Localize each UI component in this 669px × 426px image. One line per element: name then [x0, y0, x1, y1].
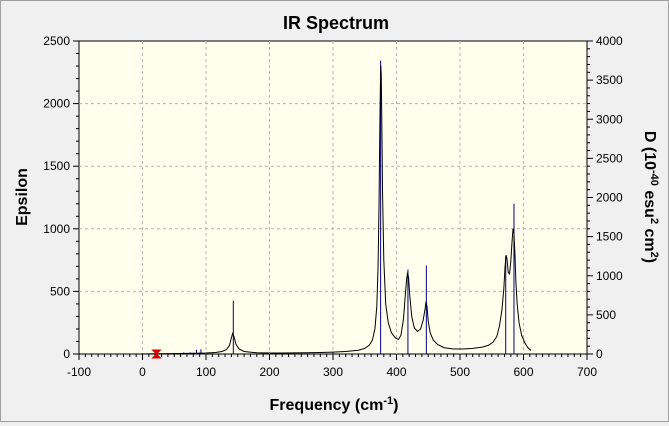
- y-right-tick-label: 500: [596, 308, 616, 322]
- x-tick-label: 400: [386, 365, 406, 379]
- y-axis-right-label: D (10-40 esu2 cm2): [641, 131, 660, 263]
- y-axis-left-label: Epsilon: [14, 168, 31, 226]
- x-tick-label: 300: [323, 365, 343, 379]
- chart-title: IR Spectrum: [283, 13, 389, 33]
- y-right-tick-label: 0: [596, 347, 603, 361]
- y-right-tick-label: 1500: [596, 230, 623, 244]
- y-right-tick-label: 2500: [596, 151, 623, 165]
- x-axis-label: Frequency (cm-1): [270, 395, 399, 414]
- x-tick-label: 500: [450, 365, 470, 379]
- y-axis-right-label-sup: -40: [648, 170, 660, 186]
- y-left-tick-label: 2000: [43, 97, 70, 111]
- y-right-tick-label: 3000: [596, 112, 623, 126]
- x-tick-label: -100: [67, 365, 91, 379]
- y-axis-right-label-sup: 2: [648, 252, 660, 258]
- x-tick-label: 600: [513, 365, 533, 379]
- selection-marker-icon: [151, 349, 162, 359]
- x-tick-label: 200: [259, 365, 279, 379]
- y-right-tick-label: 4000: [596, 34, 623, 48]
- y-axis-right-label-sup: 2: [648, 218, 660, 224]
- y-axis-right-label-part: esu: [641, 186, 658, 218]
- y-right-tick-label: 3500: [596, 73, 623, 87]
- y-axis-right-label-part: D (10: [641, 131, 658, 170]
- y-axis-right-label-part: ): [641, 258, 658, 263]
- y-left-tick-label: 0: [63, 347, 70, 361]
- series-layer: [139, 60, 532, 359]
- y-left-tick-label: 1500: [43, 159, 70, 173]
- axes: -100 0 100 200 300 400 500 600 700 0 500 1000 1500 20…: [43, 34, 623, 379]
- x-axis-label-end: ): [393, 397, 398, 414]
- y-left-tick-label: 500: [50, 284, 70, 298]
- grid: [79, 41, 587, 354]
- y-right-tick-label: 1000: [596, 269, 623, 283]
- y-axis-right-label-part: cm: [641, 224, 658, 252]
- spectrum-line: [139, 66, 532, 355]
- y-right-tick-label: 2000: [596, 191, 623, 205]
- x-tick-label: 700: [577, 365, 597, 379]
- y-left-tick-label: 1000: [43, 222, 70, 236]
- x-axis-label-main: Frequency (cm: [270, 397, 384, 414]
- x-axis-label-sup: -1: [383, 395, 393, 407]
- x-tick-label: 0: [139, 365, 146, 379]
- y-left-tick-label: 2500: [43, 34, 70, 48]
- x-tick-label: 100: [196, 365, 216, 379]
